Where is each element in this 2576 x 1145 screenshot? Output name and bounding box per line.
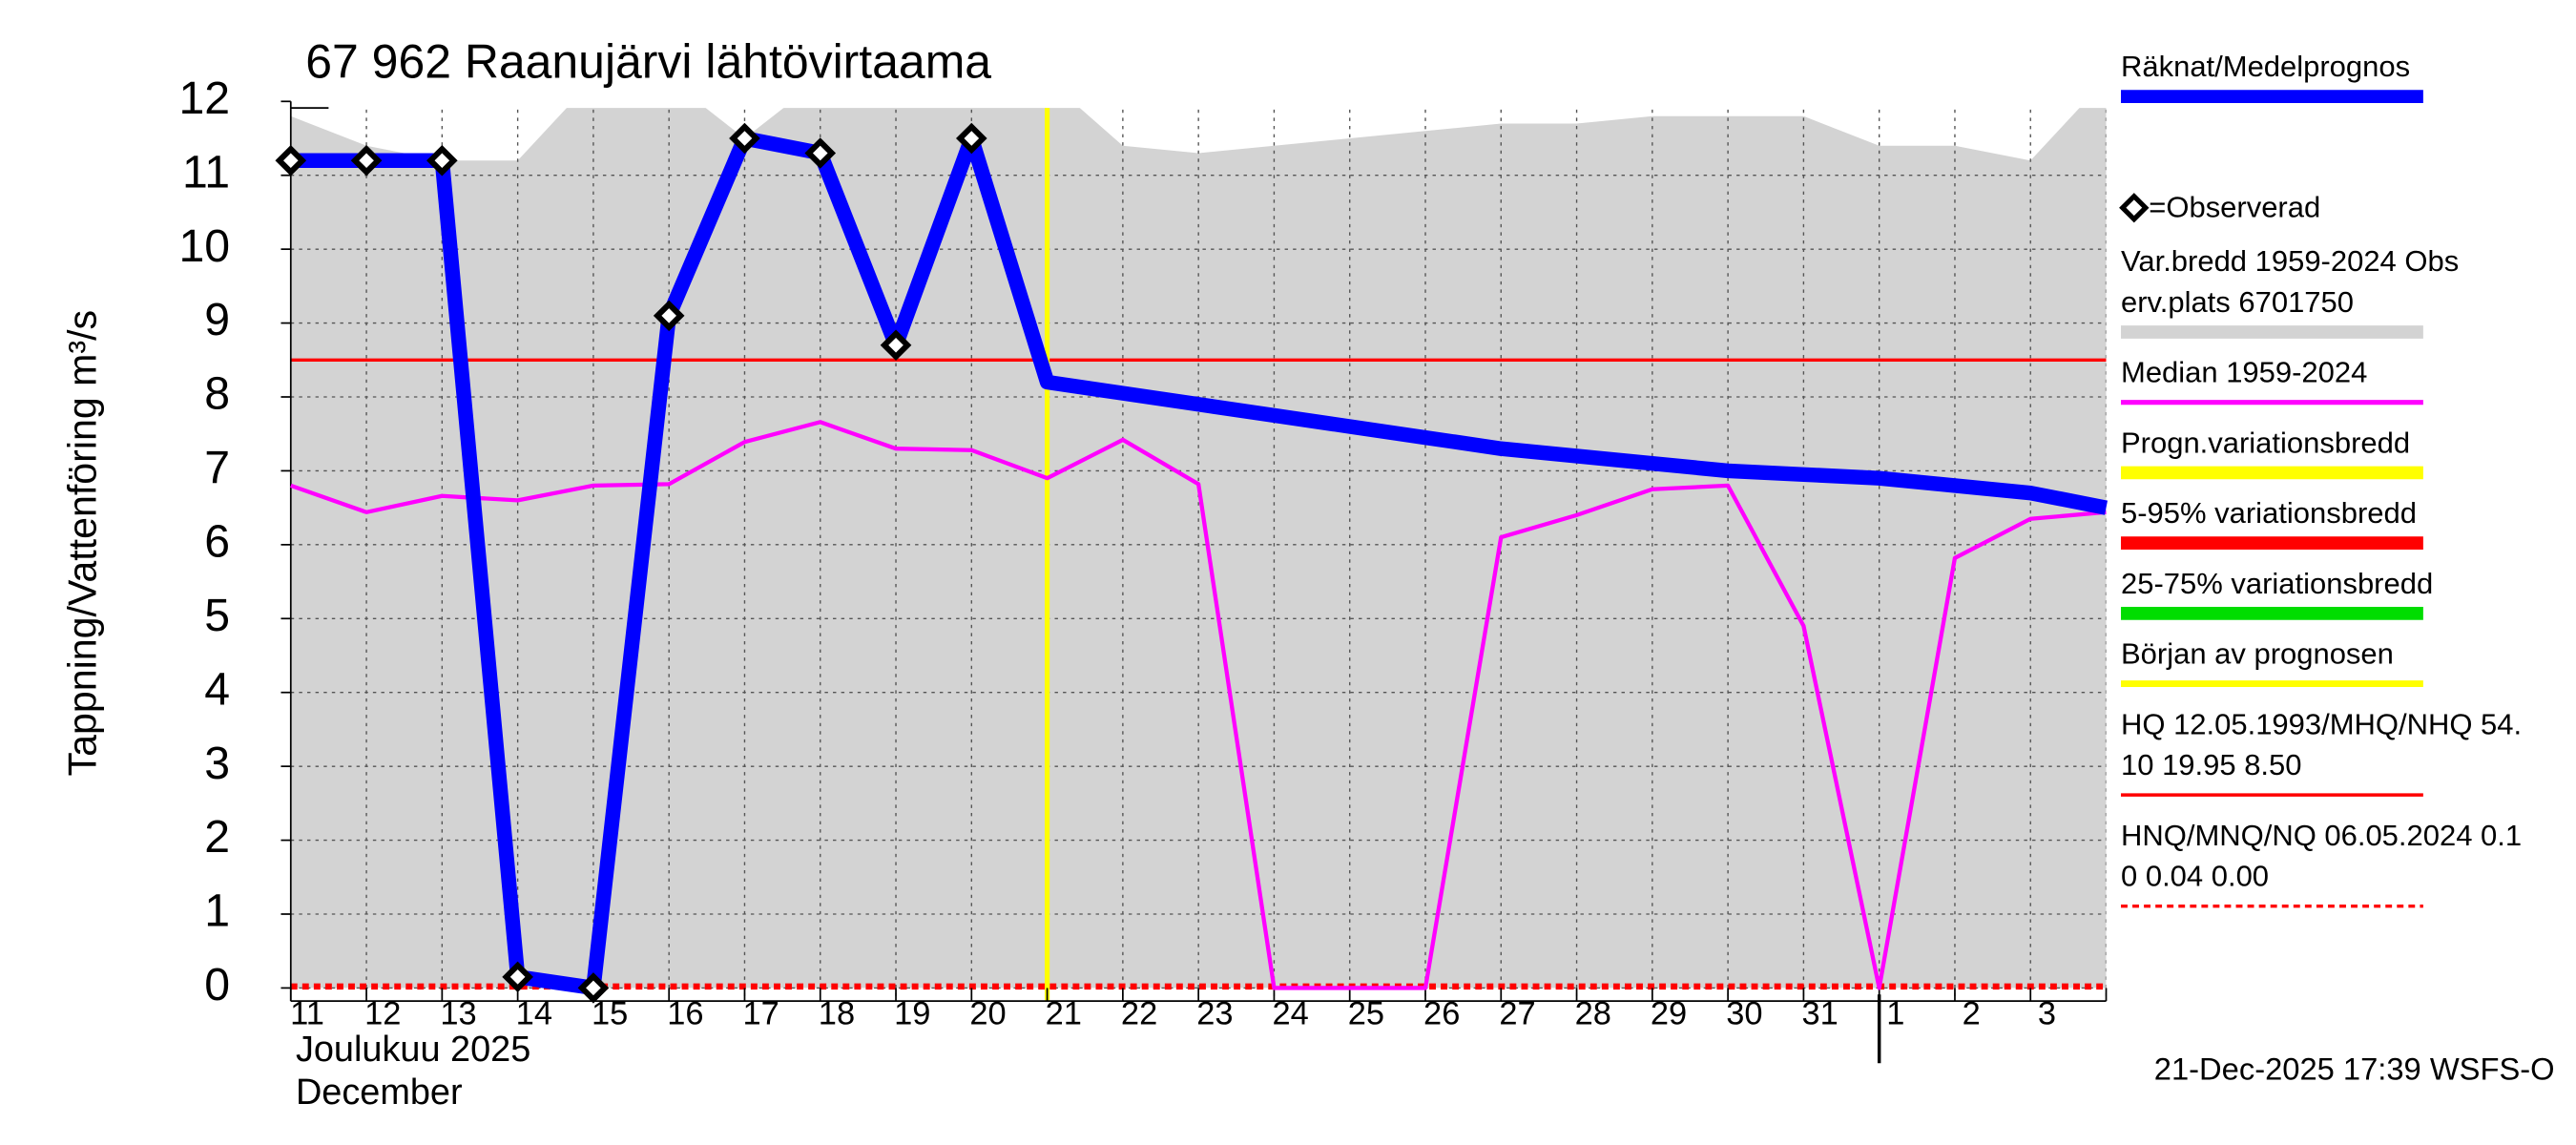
y-tick-label: 0 — [204, 959, 230, 1010]
legend-label: =Observerad — [2149, 191, 2320, 224]
observed-point — [275, 144, 307, 177]
legend-marker — [2119, 193, 2150, 223]
observed-point — [426, 144, 458, 177]
y-tick-label: 12 — [178, 73, 230, 124]
observed-point — [653, 300, 685, 332]
y-tick-label: 4 — [204, 663, 230, 715]
legend-label: Progn.variationsbredd — [2121, 427, 2410, 460]
y-tick-label: 3 — [204, 738, 230, 789]
y-tick-label: 11 — [182, 146, 230, 198]
x-tick-label: 25 — [1348, 996, 1384, 1032]
x-tick-label: 29 — [1651, 996, 1687, 1032]
x-tick-label: 2 — [1963, 996, 1981, 1032]
legend-label: Början av prognosen — [2121, 637, 2394, 671]
x-tick-label: 23 — [1196, 996, 1233, 1032]
x-tick-label: 3 — [2038, 996, 2056, 1032]
observed-point — [350, 144, 383, 177]
variation-band — [290, 108, 2107, 989]
legend-label: Var.bredd 1959-2024 Obs — [2121, 244, 2459, 278]
x-tick-label: 24 — [1273, 996, 1309, 1032]
month-label: December — [296, 1072, 463, 1113]
month-label: Joulukuu 2025 — [296, 1030, 530, 1070]
y-tick-label: 1 — [204, 885, 230, 937]
x-tick-label: 13 — [440, 996, 476, 1032]
y-tick-label: 10 — [178, 220, 230, 272]
legend-label: 10 19.95 8.50 — [2121, 748, 2301, 781]
observed-point — [502, 961, 533, 993]
x-tick-label: 28 — [1575, 996, 1611, 1032]
x-tick-label: 18 — [819, 996, 855, 1032]
y-axis-label: Tappning/Vattenföring m³/s — [60, 310, 104, 776]
x-tick-label: 11 — [290, 996, 324, 1032]
legend-label: Räknat/Medelprognos — [2121, 50, 2410, 83]
y-tick-label: 7 — [204, 442, 230, 493]
x-tick-label: 15 — [592, 996, 628, 1032]
observed-point — [955, 122, 987, 155]
plot-area — [290, 108, 2107, 1002]
x-tick-label: 17 — [743, 996, 779, 1032]
observed-point — [577, 972, 610, 1004]
x-tick-label: 1 — [1886, 996, 1904, 1032]
legend-label: 0 0.04 0.00 — [2121, 860, 2269, 893]
x-tick-label: 14 — [516, 996, 552, 1032]
x-tick-label: 19 — [894, 996, 930, 1032]
x-tick-label: 12 — [364, 996, 401, 1032]
y-tick-label: 9 — [204, 294, 230, 345]
x-tick-label: 27 — [1499, 996, 1535, 1032]
x-tick-label: 21 — [1046, 996, 1082, 1032]
y-tick-label: 5 — [204, 590, 230, 641]
footer: 21-Dec-2025 17:39 WSFS-O — [2154, 1051, 2555, 1087]
observed-point — [804, 137, 837, 169]
legend-label: Median 1959-2024 — [2121, 356, 2367, 389]
legend-label: HNQ/MNQ/NQ 06.05.2024 0.1 — [2121, 819, 2522, 852]
x-tick-label: 22 — [1121, 996, 1157, 1032]
observed-point — [880, 329, 912, 362]
y-tick-label: 6 — [204, 516, 230, 568]
x-tick-label: 16 — [667, 996, 703, 1032]
y-tick-label: 8 — [204, 368, 230, 420]
x-tick-label: 26 — [1423, 996, 1460, 1032]
legend-label: HQ 12.05.1993/MHQ/NHQ 54. — [2121, 707, 2522, 740]
chart-title: 67 962 Raanujärvi lähtövirtaama — [305, 35, 991, 89]
x-tick-label: 30 — [1726, 996, 1762, 1032]
legend-label: erv.plats 6701750 — [2121, 285, 2354, 319]
median-line — [290, 420, 2107, 990]
observed-point — [729, 122, 760, 155]
legend-label: 5-95% variationsbredd — [2121, 496, 2417, 530]
x-tick-label: 31 — [1801, 996, 1838, 1032]
x-tick-label: 20 — [969, 996, 1006, 1032]
y-tick-label: 2 — [204, 811, 230, 863]
legend-label: 25-75% variationsbredd — [2121, 567, 2433, 600]
